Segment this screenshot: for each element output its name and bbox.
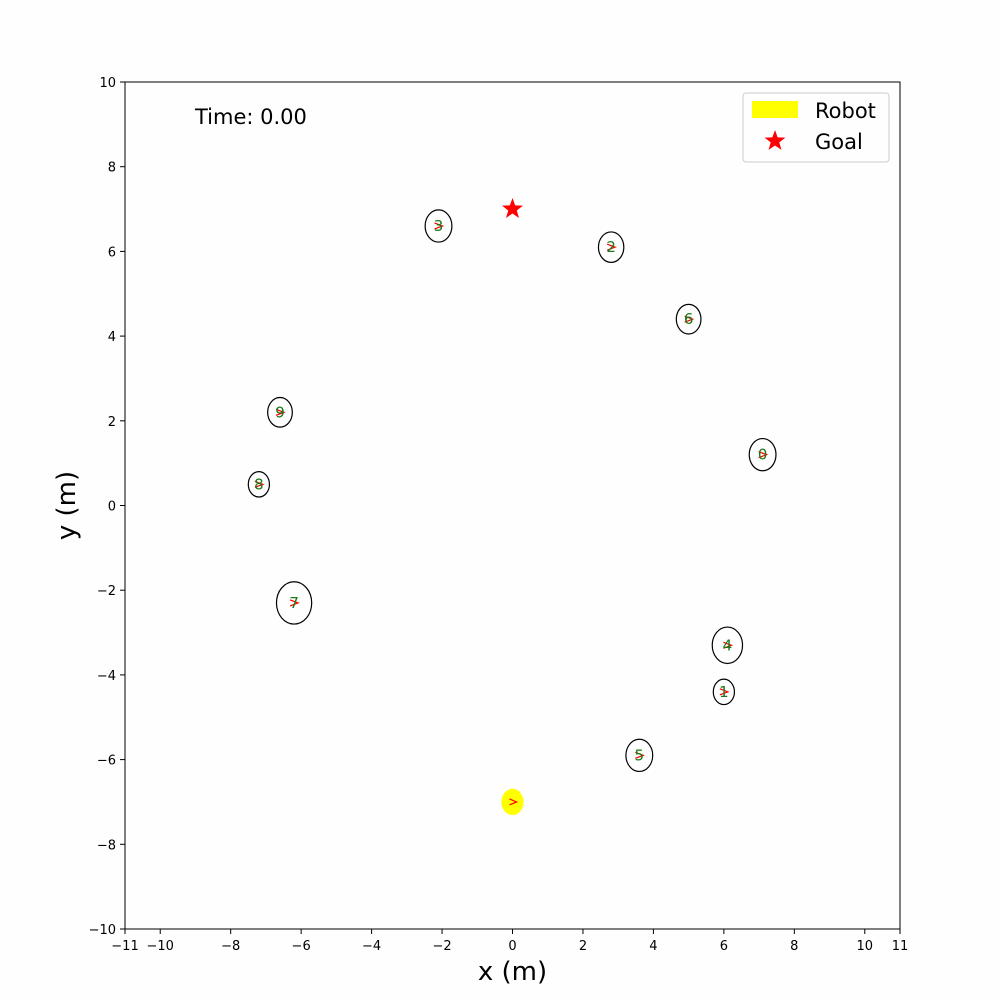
human-6: 6 xyxy=(675,303,702,335)
human-id-label: 4 xyxy=(723,636,733,654)
human-heading-arrow xyxy=(434,222,445,230)
human-0: 0 xyxy=(748,437,777,472)
x-tick-label: 2 xyxy=(579,939,587,954)
human-id-label: 9 xyxy=(275,403,285,421)
legend-robot-swatch xyxy=(752,101,798,118)
human-id-label: 2 xyxy=(606,238,616,256)
human-circle xyxy=(748,437,777,472)
human-1: 1 xyxy=(712,678,736,706)
x-axis-label: x (m) xyxy=(478,957,547,987)
x-tick-label: 11 xyxy=(892,939,909,954)
human-heading-arrow xyxy=(275,408,286,416)
human-id-label: 3 xyxy=(434,217,444,235)
x-tick-label: 0 xyxy=(508,939,516,954)
goal-star xyxy=(502,198,523,218)
human-5: 5 xyxy=(625,738,654,773)
human-id-label: 5 xyxy=(635,746,645,764)
y-tick-label: −4 xyxy=(97,669,116,684)
human-3: 3 xyxy=(424,209,453,243)
y-tick-label: 10 xyxy=(99,76,116,91)
y-tick-label: 2 xyxy=(108,415,116,430)
human-circle xyxy=(625,738,654,773)
x-tick-label: −4 xyxy=(362,939,381,954)
y-tick-label: 4 xyxy=(108,330,116,345)
x-tick-label: −11 xyxy=(111,939,138,954)
x-tick-label: −8 xyxy=(221,939,240,954)
human-circle xyxy=(275,581,313,625)
x-tick-label: 6 xyxy=(720,939,728,954)
human-9: 9 xyxy=(267,396,293,428)
human-circle xyxy=(711,626,744,665)
y-tick-label: −6 xyxy=(97,754,116,769)
human-id-label: 0 xyxy=(758,446,768,464)
human-7: 7 xyxy=(275,581,313,625)
human-circle xyxy=(247,471,271,498)
y-tick-label: 8 xyxy=(108,161,116,176)
human-circle xyxy=(267,396,293,428)
human-circle xyxy=(675,303,702,335)
robot-layer xyxy=(501,788,524,816)
y-tick-label: 6 xyxy=(108,245,116,260)
legend-robot-label: Robot xyxy=(815,99,876,123)
y-axis-ticks: −10 −8 −6 −4 −2 0 2 4 6 8 10 xyxy=(89,76,125,938)
humans-layer: 0 1 2 3 4 5 6 7 8 9 xyxy=(247,209,777,773)
human-heading-arrow xyxy=(635,751,646,759)
y-tick-label: 0 xyxy=(108,500,116,515)
plot-area xyxy=(124,81,901,930)
robot-heading-arrow xyxy=(509,798,519,806)
human-heading-arrow xyxy=(254,480,265,488)
x-tick-label: 8 xyxy=(790,939,798,954)
robot-disc xyxy=(501,788,524,816)
x-tick-label: −10 xyxy=(147,939,174,954)
human-circle xyxy=(424,209,453,243)
human-heading-arrow xyxy=(289,599,300,607)
human-circle xyxy=(712,678,736,706)
legend: Robot Goal xyxy=(742,92,890,163)
x-tick-label: 10 xyxy=(856,939,873,954)
x-tick-label: 4 xyxy=(649,939,657,954)
y-axis-label: y (m) xyxy=(52,471,82,540)
y-tick-label: −8 xyxy=(97,838,116,853)
y-tick-label: −2 xyxy=(97,584,116,599)
y-tick-label: −10 xyxy=(89,923,116,938)
human-heading-arrow xyxy=(758,451,769,459)
legend-goal-label: Goal xyxy=(815,130,863,154)
time-annotation: Time: 0.00 xyxy=(194,105,307,129)
human-4: 4 xyxy=(711,626,744,665)
goal-layer xyxy=(502,198,523,218)
human-heading-arrow xyxy=(606,243,617,251)
human-id-label: 6 xyxy=(684,310,694,328)
human-2: 2 xyxy=(597,231,625,264)
human-id-label: 1 xyxy=(719,683,729,701)
x-axis-ticks: −11 −10 −8 −6 −4 −2 0 2 4 6 8 10 11 xyxy=(111,929,908,954)
legend-goal-star-icon xyxy=(764,130,786,150)
human-circle xyxy=(597,231,625,264)
human-8: 8 xyxy=(247,471,271,498)
x-tick-label: −2 xyxy=(432,939,451,954)
human-id-label: 8 xyxy=(254,475,264,493)
human-heading-arrow xyxy=(684,315,695,323)
human-heading-arrow xyxy=(719,688,730,696)
human-id-label: 7 xyxy=(289,594,299,612)
human-heading-arrow xyxy=(723,641,734,649)
x-tick-label: −6 xyxy=(292,939,311,954)
